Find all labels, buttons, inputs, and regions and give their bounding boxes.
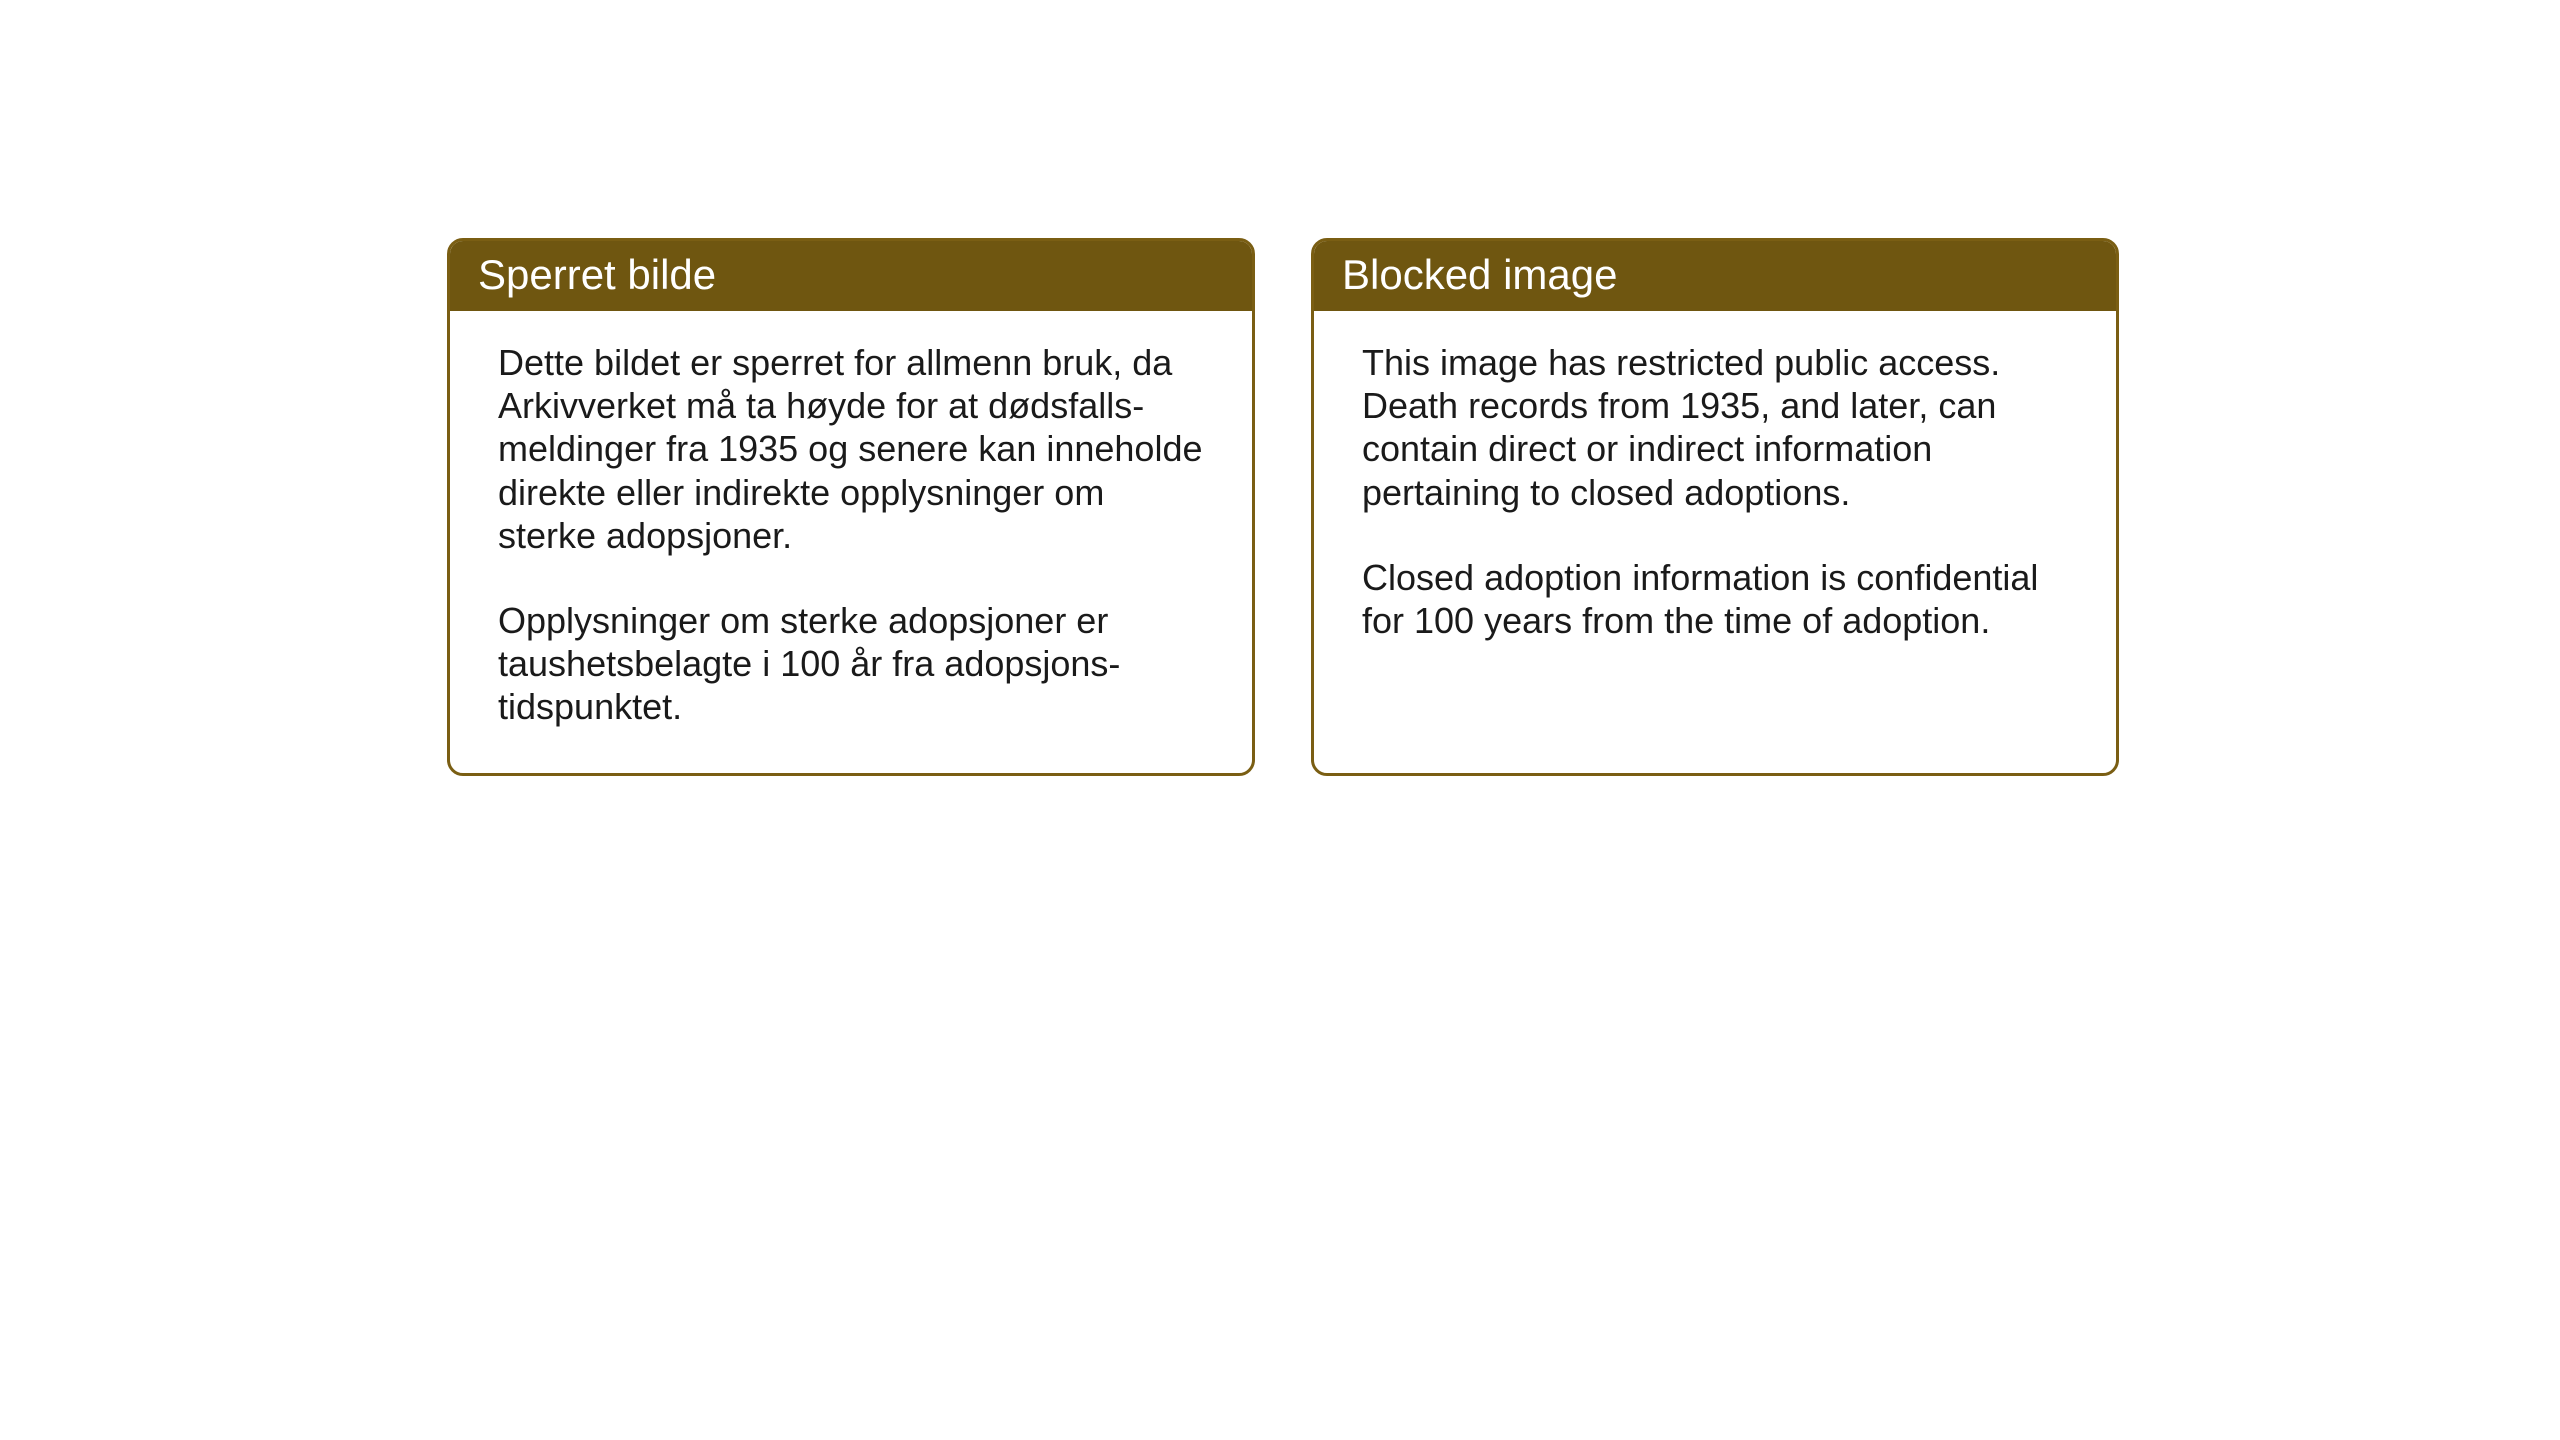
card-body-english: This image has restricted public access.… [1314, 311, 2116, 742]
cards-container: Sperret bilde Dette bildet er sperret fo… [447, 238, 2560, 776]
card-header-norwegian: Sperret bilde [450, 241, 1252, 311]
card-paragraph-2-norwegian: Opplysninger om sterke adopsjoner er tau… [498, 599, 1204, 729]
card-paragraph-2-english: Closed adoption information is confident… [1362, 556, 2068, 642]
card-body-norwegian: Dette bildet er sperret for allmenn bruk… [450, 311, 1252, 773]
notice-card-norwegian: Sperret bilde Dette bildet er sperret fo… [447, 238, 1255, 776]
card-paragraph-1-norwegian: Dette bildet er sperret for allmenn bruk… [498, 341, 1204, 557]
card-header-english: Blocked image [1314, 241, 2116, 311]
card-title-norwegian: Sperret bilde [478, 251, 716, 298]
card-paragraph-1-english: This image has restricted public access.… [1362, 341, 2068, 514]
notice-card-english: Blocked image This image has restricted … [1311, 238, 2119, 776]
card-title-english: Blocked image [1342, 251, 1617, 298]
